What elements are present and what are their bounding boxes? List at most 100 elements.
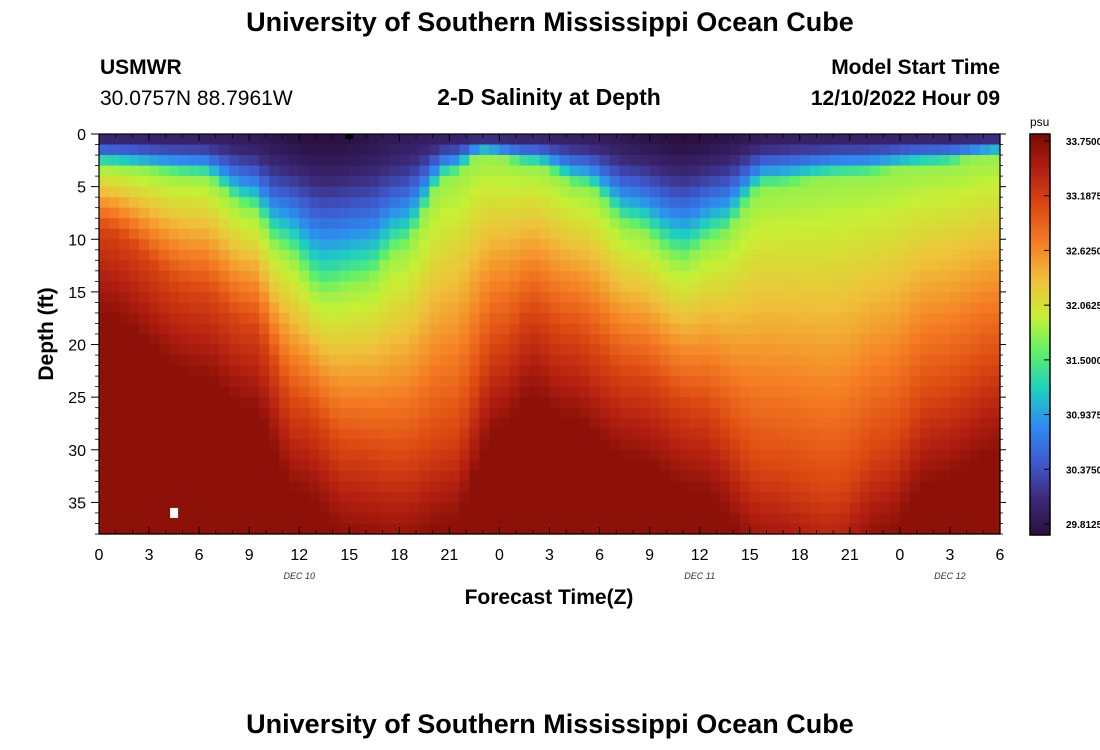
heatmap-cell	[509, 386, 521, 398]
heatmap-cell	[909, 323, 921, 335]
heatmap-cell	[549, 302, 561, 314]
heatmap-cell	[119, 270, 130, 282]
heatmap-cell	[779, 355, 791, 367]
heatmap-cell	[899, 470, 911, 482]
heatmap-cell	[269, 523, 280, 535]
heatmap-cell	[979, 134, 991, 146]
heatmap-cell	[699, 491, 711, 504]
heatmap-cell	[179, 239, 190, 251]
heatmap-cell	[379, 186, 390, 198]
heatmap-cell	[529, 491, 541, 504]
heatmap-cell	[829, 439, 841, 451]
heatmap-cell	[909, 176, 921, 188]
heatmap-cell	[569, 207, 581, 219]
heatmap-cell	[379, 523, 390, 535]
heatmap-cell	[289, 218, 300, 230]
heatmap-cell	[199, 239, 210, 251]
heatmap-cell	[909, 270, 921, 282]
heatmap-cell	[709, 260, 721, 272]
heatmap-cell	[329, 312, 340, 325]
heatmap-cell	[979, 312, 991, 325]
heatmap-cell	[269, 355, 280, 367]
heatmap-cell	[919, 134, 931, 146]
heatmap-cell	[829, 334, 841, 346]
heatmap-cell	[759, 376, 771, 388]
heatmap-cell	[859, 418, 871, 430]
heatmap-cell	[429, 470, 440, 482]
heatmap-cell	[799, 270, 811, 282]
heatmap-cell	[459, 291, 471, 304]
heatmap-cell	[609, 312, 621, 325]
heatmap-cell	[609, 134, 621, 146]
heatmap-cell	[269, 334, 280, 346]
heatmap-cell	[789, 155, 801, 167]
heatmap-cell	[379, 365, 390, 377]
heatmap-cell	[939, 218, 951, 230]
heatmap-cell	[989, 218, 1001, 230]
heatmap-cell	[599, 155, 611, 167]
heatmap-cell	[959, 207, 971, 219]
heatmap-cell	[479, 334, 491, 346]
heatmap-cell	[159, 134, 170, 146]
heatmap-cell	[409, 207, 420, 219]
heatmap-cell	[379, 502, 390, 514]
heatmap-cell	[879, 218, 891, 230]
heatmap-cell	[489, 207, 501, 219]
heatmap-cell	[679, 365, 691, 377]
heatmap-cell	[719, 502, 731, 514]
heatmap-cell	[349, 407, 360, 419]
heatmap-cell	[559, 239, 571, 251]
heatmap-cell	[669, 165, 681, 177]
heatmap-cell	[119, 228, 130, 240]
heatmap-cell	[109, 512, 120, 525]
heatmap-cell	[249, 302, 260, 314]
heatmap-cell	[609, 460, 621, 472]
heatmap-cell	[609, 344, 621, 356]
heatmap-cell	[449, 397, 460, 409]
heatmap-cell	[729, 186, 741, 198]
heatmap-cell	[689, 428, 701, 440]
heatmap-cell	[499, 365, 511, 377]
heatmap-cell	[779, 291, 791, 304]
heatmap-cell	[779, 207, 791, 219]
heatmap-cell	[109, 323, 120, 335]
heatmap-cell	[119, 260, 130, 272]
heatmap-cell	[759, 323, 771, 335]
heatmap-cell	[679, 502, 691, 514]
heatmap-cell	[639, 165, 651, 177]
heatmap-cell	[709, 312, 721, 325]
heatmap-cell	[439, 449, 450, 461]
heatmap-cell	[989, 270, 1001, 282]
heatmap-cell	[879, 418, 891, 430]
heatmap-cell	[339, 376, 350, 388]
heatmap-cell	[939, 334, 951, 346]
heatmap-cell	[199, 397, 210, 409]
heatmap-cell	[959, 386, 971, 398]
heatmap-cell	[139, 334, 150, 346]
heatmap-cell	[339, 176, 350, 188]
heatmap-cell	[239, 491, 250, 504]
heatmap-cell	[559, 291, 571, 304]
heatmap-cell	[569, 449, 581, 461]
heatmap-cell	[409, 407, 420, 419]
heatmap-cell	[359, 207, 370, 219]
heatmap-cell	[489, 197, 501, 209]
heatmap-cell	[679, 260, 691, 272]
heatmap-cell	[849, 418, 861, 430]
heatmap-cell	[109, 407, 120, 419]
heatmap-cell	[889, 134, 901, 146]
heatmap-cell	[959, 291, 971, 304]
heatmap-cell	[809, 281, 821, 293]
heatmap-cell	[719, 218, 731, 230]
heatmap-cell	[499, 239, 511, 251]
heatmap-cell	[449, 418, 460, 430]
heatmap-cell	[209, 155, 220, 167]
heatmap-cell	[189, 470, 200, 482]
heatmap-cell	[829, 228, 841, 240]
heatmap-cell	[469, 481, 481, 493]
heatmap-cell	[519, 218, 531, 230]
heatmap-cell	[339, 355, 350, 367]
heatmap-cell	[249, 218, 260, 230]
heatmap-cell	[419, 460, 430, 472]
